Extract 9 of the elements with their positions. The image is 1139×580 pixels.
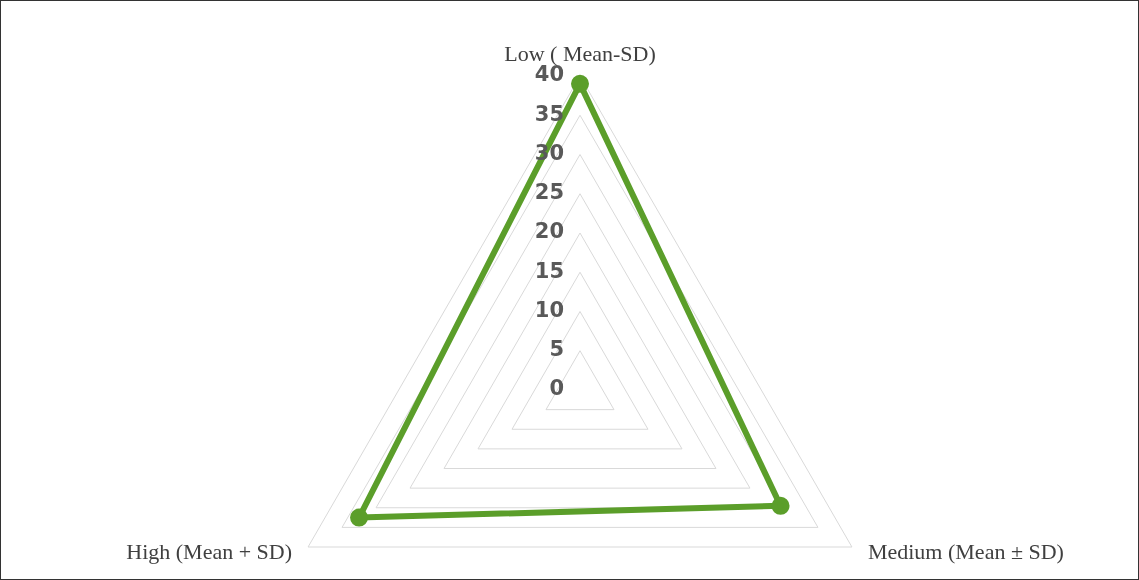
y-tick-label: 10 — [534, 297, 564, 322]
y-tick-label: 5 — [549, 337, 564, 362]
y-tick-label: 0 — [549, 376, 564, 401]
y-tick-label: 25 — [534, 180, 564, 205]
spoke-label: High (Mean + SD) — [126, 538, 293, 564]
y-tick-label: 20 — [534, 219, 564, 244]
y-tick-label: 35 — [534, 101, 564, 126]
y-tick-label: 15 — [534, 258, 564, 283]
spoke-label: Medium (Mean ± SD) — [867, 538, 1064, 564]
